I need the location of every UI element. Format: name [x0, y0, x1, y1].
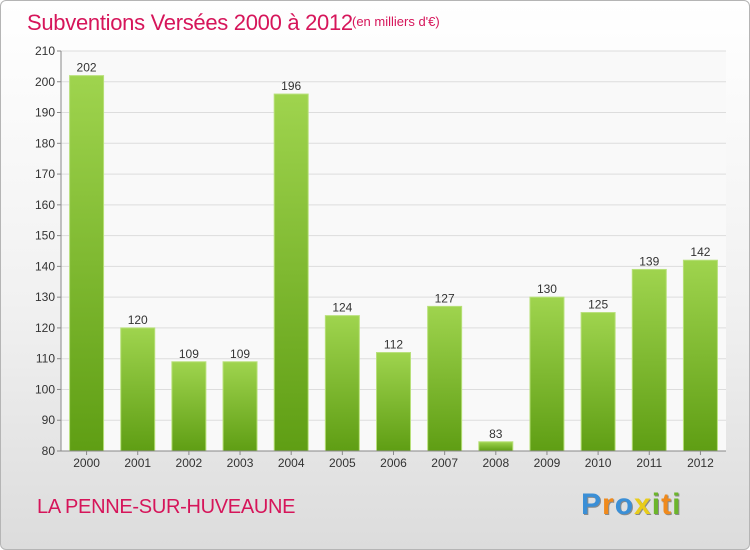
x-tick-label: 2007 — [431, 456, 458, 470]
y-tick-label: 120 — [35, 321, 55, 335]
data-label: 125 — [588, 298, 608, 312]
x-tick-label: 2008 — [482, 456, 509, 470]
bar — [427, 305, 463, 452]
x-tick-labels: 2000 2001 2002 2003 2004 2005 2006 2007 2008 2009… — [73, 451, 714, 470]
data-label: 142 — [690, 245, 710, 259]
bar — [69, 75, 105, 452]
bar — [324, 315, 360, 452]
bar — [529, 296, 565, 452]
data-label: 130 — [537, 282, 557, 296]
brand-letter: x — [634, 488, 652, 521]
place-name: LA PENNE-SUR-HUVEAUNE — [37, 496, 296, 518]
bar — [478, 441, 514, 452]
bar — [631, 268, 667, 452]
y-tick-label: 100 — [35, 382, 55, 396]
data-label: 83 — [489, 427, 503, 441]
bar — [682, 259, 718, 452]
bar — [376, 352, 411, 452]
data-label: 196 — [281, 79, 301, 93]
x-tick-label: 2001 — [124, 456, 151, 470]
y-tick-label: 200 — [35, 75, 55, 89]
x-tick-label: 2003 — [227, 456, 254, 470]
brand-letter: o — [614, 488, 635, 521]
brand-logo: Proxiti — [581, 488, 681, 522]
x-tick-label: 2012 — [687, 456, 714, 470]
x-tick-label: 2002 — [176, 456, 203, 470]
bar — [222, 361, 258, 452]
brand-letter: r — [602, 488, 615, 521]
bars — [69, 75, 718, 452]
y-tick-label: 80 — [42, 444, 56, 458]
x-tick-label: 2000 — [73, 456, 100, 470]
data-label: 120 — [128, 313, 148, 327]
y-tick-label: 90 — [42, 413, 56, 427]
data-label: 124 — [332, 301, 352, 315]
x-tick-label: 2006 — [380, 456, 407, 470]
bar — [120, 327, 156, 452]
bar — [580, 312, 616, 452]
data-labels: 202 120 109 109 196 124 112 127 83 130 125 139 142 — [77, 61, 711, 441]
data-label: 109 — [230, 347, 250, 361]
y-tick-label: 130 — [35, 290, 55, 304]
x-tick-label: 2011 — [636, 456, 662, 470]
brand-letter: i — [672, 488, 682, 521]
y-tick-label: 160 — [35, 198, 55, 212]
y-tick-label: 150 — [35, 229, 55, 243]
data-label: 139 — [639, 254, 659, 268]
data-label: 112 — [384, 338, 403, 352]
y-tick-label: 110 — [36, 352, 55, 366]
x-tick-label: 2009 — [534, 456, 561, 470]
y-tick-label: 140 — [35, 259, 55, 273]
data-label: 202 — [77, 61, 97, 75]
bar — [171, 361, 207, 452]
brand-letter: t — [661, 488, 673, 521]
brand-letter: P — [581, 488, 603, 521]
y-tick-label: 210 — [35, 44, 55, 58]
x-tick-label: 2010 — [585, 456, 612, 470]
chart-subtitle: (en milliers d'€) — [352, 14, 440, 29]
data-label: 127 — [435, 291, 455, 305]
x-tick-label: 2005 — [329, 456, 356, 470]
y-tick-label: 180 — [35, 136, 55, 150]
data-label: 109 — [179, 347, 199, 361]
y-tick-label: 170 — [35, 167, 55, 181]
brand-letter: i — [651, 488, 662, 521]
y-tick-label: 190 — [35, 106, 55, 120]
x-tick-label: 2004 — [278, 456, 305, 470]
chart-title: Subventions Versées 2000 à 2012 — [27, 10, 353, 35]
bar — [273, 93, 309, 452]
y-tick-labels: 80 90 100 110 120 130 140 150 160 170 180 190 200 210 — [35, 44, 55, 458]
